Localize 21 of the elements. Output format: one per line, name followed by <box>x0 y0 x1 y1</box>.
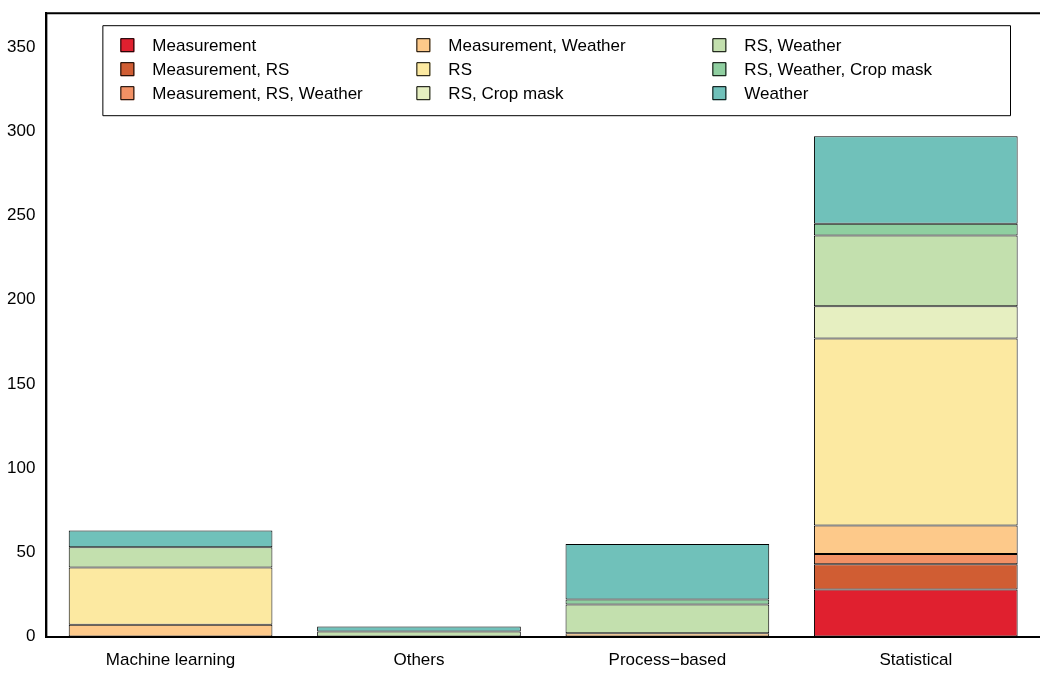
legend-label: RS <box>448 59 472 79</box>
legend-label: RS, Crop mask <box>448 83 565 103</box>
y-tick-label: 300 <box>6 120 36 140</box>
legend-label: Measurement, Weather <box>448 35 627 55</box>
x-tick-label: Process−based <box>608 650 727 670</box>
y-tick-label: 350 <box>6 36 36 56</box>
legend-label: Measurement, RS <box>152 59 290 79</box>
y-tick-label: 50 <box>16 542 36 562</box>
legend-label: RS, Weather, Crop mask <box>744 59 933 79</box>
x-tick-label: Others <box>393 650 445 670</box>
y-tick-label: 200 <box>6 289 36 309</box>
legend-label: Weather <box>744 83 809 103</box>
y-tick-label: 250 <box>6 205 36 225</box>
legend-label: Measurement, RS, Weather <box>152 83 364 103</box>
legend-label: RS, Weather <box>744 35 842 55</box>
y-tick-label: 150 <box>6 373 36 393</box>
x-tick-label: Machine learning <box>105 650 236 670</box>
y-tick-label: 100 <box>6 457 36 477</box>
legend-label: Measurement <box>152 35 257 55</box>
x-tick-label: Statistical <box>879 650 953 670</box>
y-tick-label: 0 <box>25 626 36 646</box>
